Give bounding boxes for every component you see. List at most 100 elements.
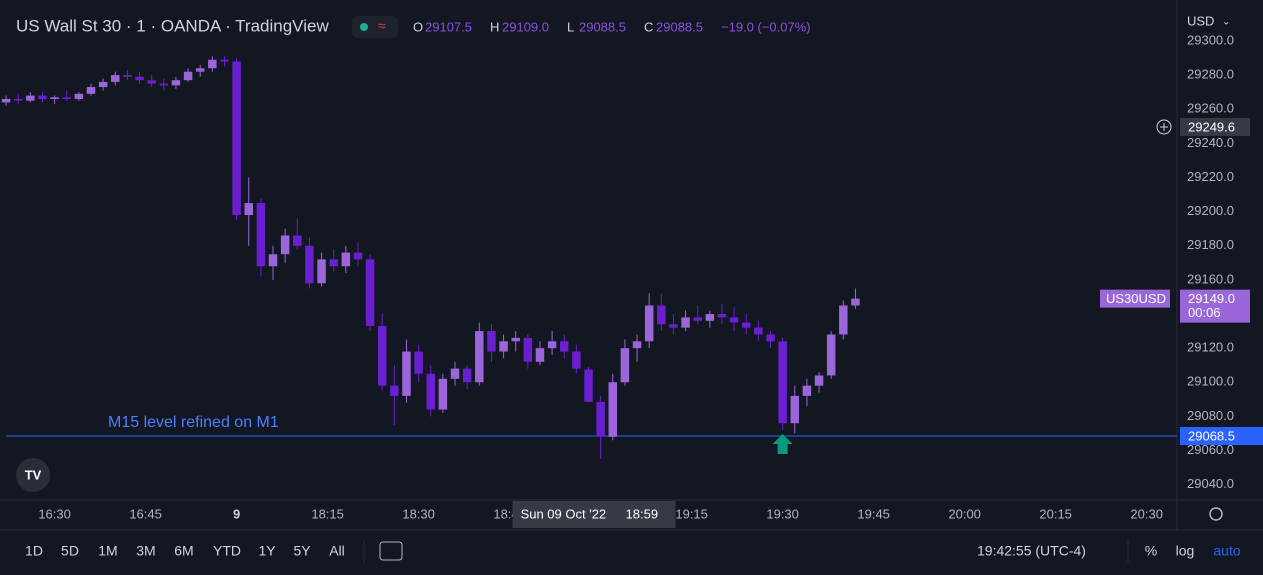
y-tick-label: 29240.0 (1187, 135, 1234, 150)
y-tick-label: 29280.0 (1187, 67, 1234, 82)
range-button[interactable]: 1M (98, 543, 117, 559)
candle-body (74, 93, 84, 99)
candle-body (766, 334, 775, 342)
x-tick-label: 16:45 (129, 506, 162, 521)
candle-body (377, 325, 387, 386)
candle-body (559, 341, 569, 352)
candle-body (256, 203, 266, 267)
candle-body (50, 97, 59, 99)
candle-body (353, 252, 363, 260)
crosshair-time: 18:59 (626, 506, 659, 521)
settings-icon[interactable] (1209, 507, 1223, 521)
candle-body (693, 317, 702, 321)
last-price-label: 29149.0 (1188, 291, 1235, 306)
x-tick-label: 20:00 (948, 506, 981, 521)
candle-body (669, 324, 678, 328)
y-tick-label: 29060.0 (1187, 442, 1234, 457)
candle-body (147, 80, 156, 84)
candle-body (717, 313, 727, 318)
clock[interactable]: 19:42:55 (UTC-4) (977, 543, 1086, 559)
range-button[interactable]: 5D (61, 543, 79, 559)
candle-body (86, 87, 96, 94)
candle-body (171, 80, 181, 86)
candle-body (135, 76, 144, 81)
crosshair-time-tag (512, 501, 676, 528)
candle-body (450, 368, 460, 379)
candle-body (98, 81, 108, 88)
level-tag (1180, 427, 1263, 446)
range-button[interactable]: 5Y (293, 543, 311, 559)
candle-body (402, 351, 411, 396)
ohlc-value: 29107.5 (425, 19, 472, 34)
candle-body (584, 369, 593, 402)
candle-body (438, 378, 448, 410)
logo[interactable] (16, 458, 50, 492)
candle-body (462, 368, 472, 383)
y-tick-label: 29100.0 (1187, 374, 1234, 389)
range-button[interactable]: YTD (213, 543, 241, 559)
range-button[interactable]: 3M (136, 543, 155, 559)
range-button[interactable]: All (329, 543, 345, 559)
candle-body (839, 305, 848, 335)
candle-body (511, 337, 520, 342)
candle-body (802, 385, 812, 396)
x-tick-label: 19:30 (766, 506, 799, 521)
candle-body (390, 385, 399, 396)
candle-body (111, 75, 120, 82)
candle-body (365, 259, 375, 326)
candle-body (547, 341, 557, 349)
indicator-pill[interactable] (352, 16, 398, 38)
candle-body (487, 331, 496, 352)
symbol-tag-label: US30USD (1106, 291, 1166, 306)
candle-body (778, 341, 787, 424)
candle-body (414, 351, 423, 374)
candle-body (220, 59, 229, 62)
auto-toggle[interactable]: auto (1213, 543, 1240, 559)
candle-body (183, 71, 193, 81)
candle-body (317, 259, 326, 284)
ohlc-value: 29088.5 (579, 19, 626, 34)
y-tick-label: 29120.0 (1187, 340, 1234, 355)
candle-body (826, 334, 836, 376)
currency[interactable]: USD (1187, 13, 1214, 28)
candle-body (681, 317, 690, 328)
ohlc-legend: O 29107.5 H 29109.0 L 29088.5 C 29088.5 −19.0 (−… (413, 19, 811, 34)
candle-body (814, 375, 824, 386)
price-change: −19.0 (−0.07%) (721, 19, 811, 34)
candle-body (62, 97, 71, 99)
ohlc-value: 29088.5 (656, 19, 703, 34)
y-tick-label: 29080.0 (1187, 408, 1234, 423)
candle-body (608, 382, 618, 437)
crosshair-price-tag (1180, 117, 1250, 136)
candle-body (741, 322, 751, 328)
add-alert-button[interactable] (1156, 119, 1172, 135)
candle-body (657, 305, 666, 325)
ohlc-value: 29109.0 (502, 19, 549, 34)
ohlc-key: L (567, 19, 574, 34)
compare-icon[interactable] (379, 541, 403, 561)
candle-body (475, 331, 484, 383)
range-button[interactable]: 1D (25, 543, 43, 559)
range-button[interactable]: 1Y (258, 543, 276, 559)
candle-body (729, 317, 739, 323)
log-toggle[interactable]: log (1176, 543, 1195, 559)
ohlc-key: C (644, 19, 653, 34)
y-tick-label: 29180.0 (1187, 237, 1234, 252)
range-button[interactable]: 6M (174, 543, 193, 559)
x-tick-label: 18:30 (402, 506, 435, 521)
candle-body (632, 341, 642, 349)
candle-body (195, 68, 205, 72)
candle-body (426, 373, 436, 410)
add-alert-plus (1160, 122, 1168, 131)
candle-body (790, 395, 800, 424)
candle-body (572, 351, 581, 369)
x-tick-label: 20:30 (1130, 506, 1163, 521)
candle-body (341, 252, 351, 267)
y-tick-label: 29160.0 (1187, 271, 1234, 286)
symbol-title[interactable]: US Wall St 30 · 1 · OANDA · TradingView (16, 16, 329, 35)
y-tick-label: 29200.0 (1187, 203, 1234, 218)
percent-toggle[interactable]: % (1145, 543, 1157, 559)
candle-body (244, 203, 253, 216)
